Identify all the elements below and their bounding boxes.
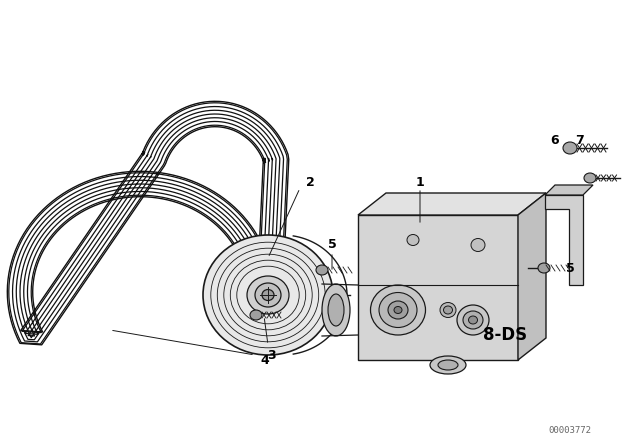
Text: 2: 2 bbox=[306, 176, 314, 189]
Ellipse shape bbox=[463, 311, 483, 329]
Ellipse shape bbox=[255, 283, 281, 307]
Ellipse shape bbox=[538, 263, 550, 273]
Ellipse shape bbox=[468, 316, 477, 324]
Ellipse shape bbox=[440, 302, 456, 318]
Ellipse shape bbox=[457, 305, 489, 335]
Polygon shape bbox=[518, 193, 546, 360]
Ellipse shape bbox=[388, 301, 408, 319]
Text: 1: 1 bbox=[415, 176, 424, 189]
Polygon shape bbox=[545, 195, 583, 285]
Text: 8-DS: 8-DS bbox=[483, 326, 527, 344]
Ellipse shape bbox=[563, 142, 577, 154]
Text: 4: 4 bbox=[260, 353, 269, 366]
Ellipse shape bbox=[407, 234, 419, 246]
Ellipse shape bbox=[438, 360, 458, 370]
Ellipse shape bbox=[328, 294, 344, 326]
Ellipse shape bbox=[262, 289, 274, 301]
Ellipse shape bbox=[371, 285, 426, 335]
Ellipse shape bbox=[316, 265, 328, 275]
Ellipse shape bbox=[430, 356, 466, 374]
Polygon shape bbox=[358, 215, 518, 360]
Text: 6: 6 bbox=[550, 134, 559, 146]
Ellipse shape bbox=[379, 293, 417, 327]
Ellipse shape bbox=[203, 235, 333, 355]
Text: 3: 3 bbox=[268, 349, 276, 362]
Text: 5: 5 bbox=[566, 262, 574, 275]
Ellipse shape bbox=[584, 173, 596, 183]
Text: 5: 5 bbox=[328, 237, 337, 250]
Ellipse shape bbox=[394, 306, 402, 314]
Ellipse shape bbox=[250, 310, 262, 320]
Text: 00003772: 00003772 bbox=[548, 426, 591, 435]
Text: 7: 7 bbox=[575, 134, 584, 146]
Polygon shape bbox=[358, 193, 546, 215]
Ellipse shape bbox=[322, 284, 350, 336]
Polygon shape bbox=[545, 185, 593, 195]
Ellipse shape bbox=[471, 238, 485, 251]
Ellipse shape bbox=[247, 276, 289, 314]
Ellipse shape bbox=[444, 306, 452, 314]
